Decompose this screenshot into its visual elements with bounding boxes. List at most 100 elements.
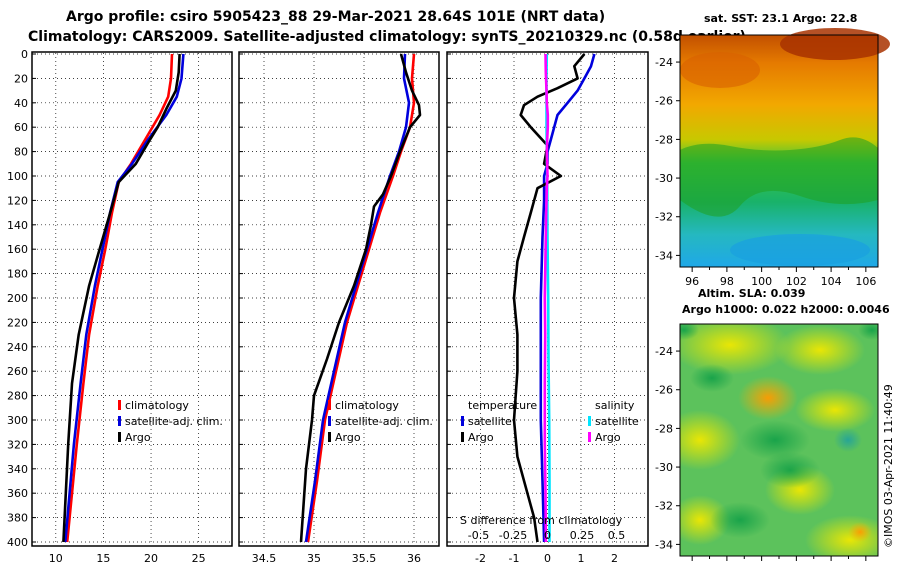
sla-blob bbox=[775, 325, 865, 375]
depth-tick-label: 240 bbox=[7, 341, 28, 354]
depth-tick-label: 100 bbox=[7, 170, 28, 183]
sla-blob bbox=[680, 324, 699, 340]
x-tick-label: -2 bbox=[475, 552, 486, 565]
sla-blob bbox=[760, 452, 820, 488]
legend-argo-2: Argo bbox=[335, 431, 361, 444]
s-difference-ticks: -0.5 -0.25 0 0.25 0.5 bbox=[468, 529, 626, 542]
salinity-legend: climatology satellite-adj. clim. Argo bbox=[328, 399, 433, 444]
s-difference-tick-label: -0.25 bbox=[499, 529, 527, 542]
salinity-axis-labels: 34.5 35 35.5 36 bbox=[252, 552, 421, 565]
sst-lat-labels: -24 -26 -28 -30 -32 -34 bbox=[655, 56, 680, 262]
s-difference-tick-label: 0 bbox=[544, 529, 551, 542]
lat-tick-label: -28 bbox=[655, 133, 673, 146]
s-difference-tick-label: 0.25 bbox=[570, 529, 595, 542]
sla-blob bbox=[680, 324, 790, 375]
lat-tick-label: -26 bbox=[655, 95, 673, 108]
legend-marker-t-argo bbox=[461, 432, 464, 442]
sla-blob bbox=[738, 376, 798, 420]
depth-tick-label: 220 bbox=[7, 316, 28, 329]
depth-tick-label: 380 bbox=[7, 512, 28, 525]
depth-tick-label: 280 bbox=[7, 390, 28, 403]
title-line-2: Climatology: CARS2009. Satellite-adjuste… bbox=[28, 29, 746, 45]
temperature-lines bbox=[62, 53, 185, 543]
sst-green-band bbox=[680, 137, 878, 217]
lat-tick-label: -30 bbox=[655, 172, 673, 185]
x-tick-label: -1 bbox=[509, 552, 520, 565]
depth-tick-label: 200 bbox=[7, 292, 28, 305]
title-line-1: Argo profile: csiro 5905423_88 29-Mar-20… bbox=[66, 9, 605, 25]
depth-tick-label: 400 bbox=[7, 536, 28, 549]
legend-t-satellite: satellite bbox=[468, 415, 512, 428]
x-tick-label: 1 bbox=[578, 552, 585, 565]
x-tick-label: 35.5 bbox=[352, 552, 377, 565]
sla-lat-labels: -24 -26 -28 -30 -32 -34 bbox=[655, 345, 680, 551]
lon-tick-label: 104 bbox=[821, 275, 842, 288]
sla-blob bbox=[834, 428, 862, 452]
lon-tick-label: 98 bbox=[720, 275, 734, 288]
sst-warm-patch-2 bbox=[680, 52, 760, 88]
sla-lon-ticks bbox=[691, 556, 867, 561]
series-line-satellite-adj-clim bbox=[304, 53, 411, 543]
legend-s-satellite: satellite bbox=[595, 415, 639, 428]
difference-legend: temperature satellite Argo salinity sate… bbox=[460, 399, 639, 542]
x-tick-label: 2 bbox=[611, 552, 618, 565]
depth-tick-label: 140 bbox=[7, 219, 28, 232]
depth-tick-label: 0 bbox=[21, 48, 28, 61]
x-tick-label: 0 bbox=[544, 552, 551, 565]
lon-tick-label: 106 bbox=[855, 275, 876, 288]
depth-tick-label: 60 bbox=[14, 121, 28, 134]
legend-marker-argo bbox=[118, 432, 121, 442]
legend-marker-s-argo bbox=[588, 432, 591, 442]
legend-temperature-header: temperature bbox=[468, 399, 537, 412]
legend-marker-argo-2 bbox=[328, 432, 331, 442]
salinity-panel-frame bbox=[238, 51, 440, 547]
s-difference-tick-label: 0.5 bbox=[608, 529, 626, 542]
salinity-lines bbox=[299, 53, 422, 543]
lat-tick-label: -24 bbox=[655, 56, 673, 69]
lat-tick-label: -32 bbox=[655, 211, 673, 224]
sla-blob bbox=[848, 522, 872, 542]
legend-climatology: climatology bbox=[125, 399, 189, 412]
difference-panel: -2 -1 0 1 2 temperature satellite Argo salin… bbox=[446, 51, 649, 565]
lat-tick-label: -34 bbox=[655, 249, 673, 262]
series-line-climatology bbox=[306, 53, 416, 543]
lat-tick-label: -30 bbox=[655, 461, 673, 474]
legend-s-argo: Argo bbox=[595, 431, 621, 444]
depth-tick-label: 20 bbox=[14, 72, 28, 85]
temperature-legend: climatology satellite-adj. clim. Argo bbox=[118, 399, 223, 444]
lat-tick-label: -34 bbox=[655, 538, 673, 551]
legend-t-argo: Argo bbox=[468, 431, 494, 444]
copyright-text: ©IMOS 03-Apr-2021 11:40:49 bbox=[882, 384, 895, 548]
depth-tick-label: 80 bbox=[14, 146, 28, 159]
series-line-temperature-argo bbox=[512, 53, 586, 543]
sla-blob bbox=[690, 364, 734, 392]
x-tick-label: 15 bbox=[96, 552, 110, 565]
lon-tick-label: 96 bbox=[685, 275, 699, 288]
depth-tick-label: 40 bbox=[14, 97, 28, 110]
lat-tick-label: -24 bbox=[655, 345, 673, 358]
legend-salinity-header: salinity bbox=[595, 399, 635, 412]
depth-tick-label: 160 bbox=[7, 243, 28, 256]
s-difference-tick-label: -0.5 bbox=[468, 529, 489, 542]
sla-blob bbox=[710, 502, 770, 538]
difference-lines bbox=[512, 53, 596, 543]
legend-marker-climatology bbox=[118, 400, 121, 410]
legend-satellite-2: satellite-adj. clim. bbox=[335, 415, 433, 428]
series-line-argo bbox=[299, 53, 422, 543]
legend-marker-climatology-2 bbox=[328, 400, 331, 410]
depth-tick-label: 260 bbox=[7, 365, 28, 378]
x-tick-label: 25 bbox=[192, 552, 206, 565]
sst-title: sat. SST: 23.1 Argo: 22.8 bbox=[704, 12, 857, 25]
lat-tick-label: -26 bbox=[655, 384, 673, 397]
depth-tick-label: 300 bbox=[7, 414, 28, 427]
lon-tick-label: 102 bbox=[786, 275, 807, 288]
sla-blob bbox=[680, 495, 730, 545]
legend-argo: Argo bbox=[125, 431, 151, 444]
series-line-salinity-argo bbox=[543, 53, 550, 543]
legend-marker-satellite bbox=[118, 416, 121, 426]
sla-title-line-1: Altim. SLA: 0.039 bbox=[698, 287, 805, 300]
sst-cool-patch bbox=[730, 234, 870, 266]
sla-field bbox=[680, 324, 878, 556]
difference-gridlines bbox=[447, 53, 647, 545]
